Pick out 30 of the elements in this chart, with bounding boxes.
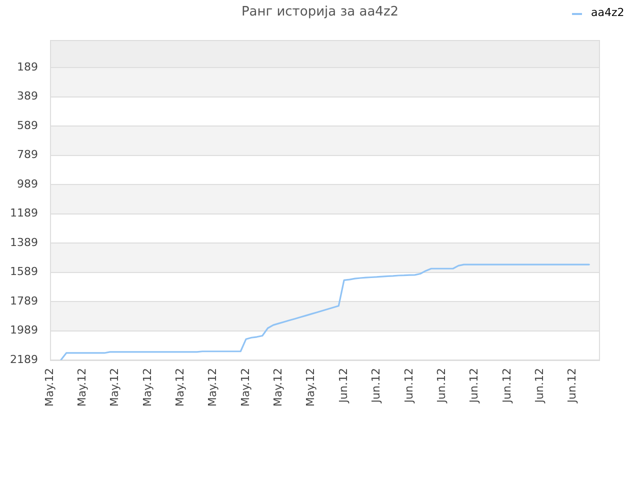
x-tick-label: Jun.12	[566, 368, 579, 404]
legend-label: aa4z2	[591, 6, 624, 19]
x-tick-label: Jun.12	[434, 368, 448, 404]
y-tick-label: 189	[17, 60, 38, 74]
x-tick-label: May.12	[42, 368, 56, 407]
x-tick-label: May.12	[140, 368, 154, 407]
x-tick-label: Jun.12	[468, 368, 481, 404]
y-tick-label: 589	[17, 118, 38, 132]
y-tick-label: 1589	[10, 265, 38, 278]
y-tick-label: 389	[17, 90, 38, 103]
x-tick-label: May.12	[272, 368, 285, 407]
y-tick-label: 1989	[10, 324, 38, 337]
y-tick-label: 789	[17, 148, 38, 162]
x-tick-label: May.12	[206, 368, 220, 407]
y-tick-label: 1789	[10, 294, 38, 308]
x-tick-label: May.12	[304, 368, 318, 407]
x-tick-label: Jun.12	[370, 368, 383, 404]
x-tick-label: Jun.12	[500, 368, 514, 404]
x-tick-label: May.12	[76, 368, 89, 407]
x-tick-label: May.12	[174, 368, 187, 407]
chart-title: Ранг историја за aa4z2	[241, 4, 399, 20]
x-tick-label: Jun.12	[336, 368, 350, 404]
x-tick-label: Jun.12	[532, 368, 546, 404]
x-tick-label: May.12	[108, 368, 122, 407]
y-tick-label: 2189	[10, 352, 38, 366]
x-tick-label: Jun.12	[402, 368, 416, 404]
y-tick-label: 989	[17, 177, 38, 190]
y-tick-label: 1189	[10, 206, 38, 220]
y-tick-label: 1389	[10, 236, 38, 249]
x-tick-label: May.12	[238, 368, 252, 407]
